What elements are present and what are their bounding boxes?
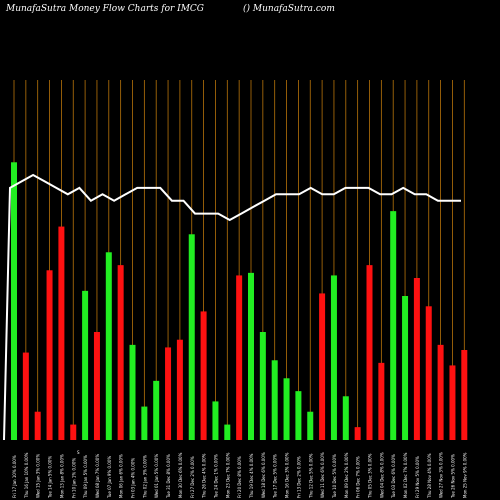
x-tick-label: Mon 13 Jan 8% 0.00% [59, 454, 64, 498]
x-tick-label: Wed 11 Dec 6% 0.00% [320, 452, 325, 498]
x-tick-label: Thu 02 Jan 3% 0.00% [142, 455, 147, 499]
volume-bar [70, 424, 77, 440]
x-tick-label: Mon 06 Jan 6% 0.00% [119, 454, 124, 498]
x-tick-label: Tue 31 Dec 8% 0.00% [166, 454, 171, 499]
volume-bar [105, 252, 112, 440]
x-tick-label: Fri 29 Nov 5% 0.00% [415, 456, 420, 498]
volume-bar [449, 365, 456, 440]
volume-bar [129, 344, 136, 440]
volume-bar [342, 396, 349, 440]
volume-bar [188, 234, 195, 440]
x-tick-label: Tue 14 Jan 5% 0.00% [48, 456, 53, 499]
volume-bar [248, 272, 254, 440]
x-tick-label: Fri 27 Dec 2% 0.00% [190, 456, 195, 498]
money-flow-line [3, 173, 461, 441]
volume-bar [402, 296, 409, 440]
x-tick-label: Fri 10 Jan 1% 0.00% [71, 458, 76, 498]
x-tick-label: Thu 12 Dec 5% 0.00% [308, 453, 313, 499]
volume-bar [354, 427, 361, 440]
x-tick-label: Wed 04 Dec 8% 0.00% [379, 452, 384, 498]
x-tick-label: Tue 17 Dec 5% 0.00% [273, 454, 278, 499]
x-tick-label: Mon 30 Dec 6% 0.00% [178, 452, 183, 498]
volume-bar [165, 347, 172, 440]
x-tick-label: Wed 15 Jan 3% 0.00% [36, 454, 41, 498]
volume-bar [307, 411, 314, 440]
x-tick-label: Wed 01 Jan 5% 0.00% [154, 454, 159, 498]
volume-bars [11, 162, 468, 441]
volume-bar [141, 406, 148, 440]
x-tick-label: Tue 07 Jan 9% 0.00% [107, 456, 112, 499]
volume-bar [93, 332, 100, 440]
volume-bar [176, 339, 183, 440]
x-tick-label: Fri 20 Dec 8% 0.00% [237, 456, 242, 498]
x-tick-label: Tue 03 Dec 6% 0.00% [391, 454, 396, 499]
x-tick-label: Wed 27 Nov 3% 0.00% [439, 452, 444, 498]
volume-bar [366, 265, 373, 440]
x-tick-label: Mon 25 Nov 9% 0.00% [462, 452, 467, 498]
volume-bar [425, 306, 432, 440]
volume-bar [117, 265, 124, 440]
x-tick-label: Thu 19 Dec 4% 0.00% [249, 453, 254, 499]
volume-bar [413, 278, 420, 440]
x-tick-label: Tue 10 Dec 5% 0.00% [332, 454, 337, 499]
volume-bar [259, 332, 266, 440]
volume-bar [22, 352, 29, 440]
extra-label: S [77, 450, 80, 455]
x-tick-label: Thu 05 Dec 3% 0.00% [368, 453, 373, 499]
x-tick-label: Mon 16 Dec 3% 0.00% [285, 452, 290, 498]
x-tick-label: Tue 24 Dec 1% 0.00% [213, 454, 218, 499]
volume-bar [378, 362, 385, 440]
watermark: () MunafaSutra.com [243, 4, 335, 14]
volume-bar [153, 380, 160, 440]
volume-bar [437, 344, 444, 440]
x-tick-label: Wed 08 Jan 7% 0.00% [95, 454, 100, 498]
x-tick-label: Thu 09 Jan 5% 0.00% [83, 455, 88, 499]
volume-bar [11, 162, 17, 441]
volume-bar [224, 424, 231, 440]
x-tick-label: Fri 03 Jan 4% 0.00% [131, 458, 136, 498]
volume-bar [82, 290, 89, 440]
volume-bar [236, 275, 243, 440]
volume-bar [295, 391, 302, 440]
x-tick-label: Mon 09 Dec 2% 0.00% [344, 452, 349, 498]
volume-bar [330, 275, 337, 440]
x-tick-label: Wed 18 Dec 6% 0.00% [261, 452, 266, 498]
volume-bar [34, 411, 41, 440]
volume-bar [58, 226, 65, 440]
x-tick-label: Fri 13 Dec 2% 0.00% [296, 456, 301, 498]
volume-bar [319, 293, 326, 440]
volume-bar [283, 378, 290, 440]
volume-bar [390, 211, 397, 440]
x-tick-label: Thu 16 Jan 10% 0.00% [24, 452, 29, 499]
x-tick-label: Mon 23 Dec 7% 0.00% [225, 452, 230, 498]
x-tick-label: Tue 26 Nov 5% 0.00% [450, 454, 455, 499]
x-tick-label: Fri 06 Dec 7% 0.00% [356, 456, 361, 498]
x-tick-label: Thu 28 Nov 4% 0.00% [427, 453, 432, 499]
volume-bar [271, 360, 278, 440]
volume-bar [461, 350, 468, 440]
volume-bar [46, 270, 53, 440]
x-tick-label: Fri 17 Jan 10% 0.00% [12, 455, 17, 498]
volume-bar [200, 311, 207, 440]
volume-bar [212, 401, 219, 440]
x-tick-label: Mon 02 Dec 7% 0.00% [403, 452, 408, 498]
chart-title: MunafaSutra Money Flow Charts for IMCG [6, 4, 204, 14]
x-axis-labels: Fri 17 Jan 10% 0.00% Thu 16 Jan 10% 0.00%… [12, 450, 467, 499]
x-tick-label: Thu 26 Dec 4% 0.00% [202, 453, 207, 499]
